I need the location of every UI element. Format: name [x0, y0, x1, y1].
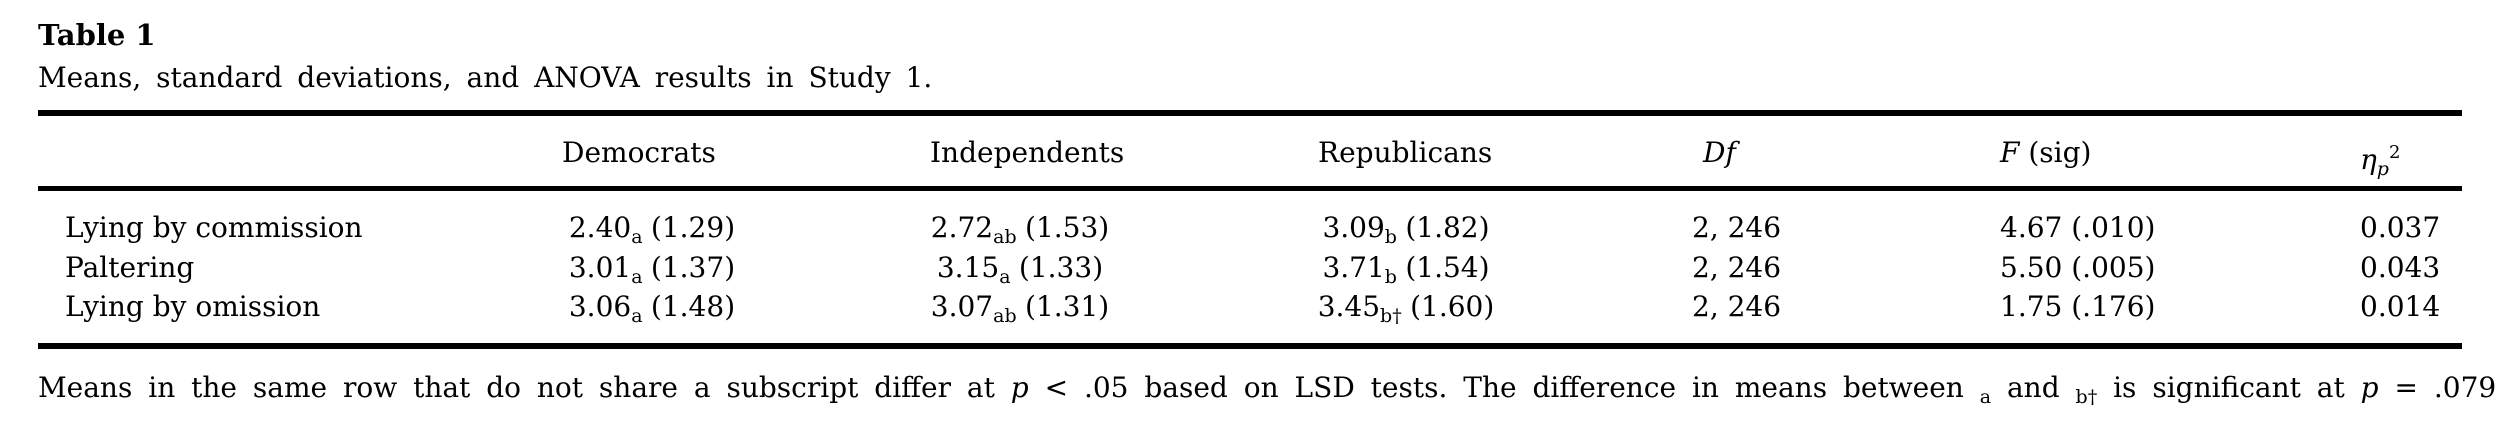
cell-democrats-mean: 3.01a (1.37) [556, 251, 748, 294]
sd-value: (1.33) [1018, 251, 1104, 284]
cell-republicans-mean: 3.45b† (1.60) [1304, 290, 1508, 333]
cell-f-sig: 1.75 (.176) [2000, 290, 2156, 323]
table-rule-top [38, 110, 2462, 116]
cell-f-sig: 5.50 (.005) [2000, 251, 2156, 284]
cell-eta-squared: 0.037 [2360, 211, 2441, 244]
mean-subscript: a [631, 226, 643, 248]
cell-independents-mean: 3.15a (1.33) [924, 251, 1116, 294]
sd-value: (1.31) [1025, 290, 1110, 323]
table-rule-header [38, 186, 2462, 191]
sd-value: (1.53) [1025, 211, 1110, 244]
mean-subscript: a [631, 305, 643, 327]
cell-df: 2, 246 [1692, 211, 1782, 244]
table-number-title: Table 1 [38, 18, 156, 52]
column-header-democrats: Democrats [562, 136, 716, 169]
footnote-subscript-b-dagger: b† [2075, 386, 2098, 408]
sd-value: (1.60) [1410, 290, 1495, 323]
cell-republicans-mean: 3.09b (1.82) [1304, 211, 1508, 254]
cell-eta-squared: 0.014 [2360, 290, 2441, 323]
mean-value: 2.40 [568, 211, 632, 244]
mean-value: 3.15 [936, 251, 1000, 284]
cell-eta-squared: 0.043 [2360, 251, 2441, 284]
footnote-subscript-a: a [1979, 386, 1992, 408]
sd-value: (1.37) [650, 251, 736, 284]
mean-value: 3.09 [1322, 211, 1385, 244]
sd-value: (1.54) [1405, 251, 1490, 284]
mean-subscript: ab [993, 305, 1017, 327]
footnote-text: is significant at [2097, 371, 2361, 404]
column-header-df: Df [1703, 136, 1736, 169]
cell-independents-mean: 3.07ab (1.31) [924, 290, 1116, 333]
cell-f-sig: 4.67 (.010) [2000, 211, 2156, 244]
f-sig-suffix: (sig) [2019, 136, 2092, 169]
cell-df: 2, 246 [1692, 251, 1782, 284]
p-symbol: p [1010, 371, 1029, 404]
cell-democrats-mean: 3.06a (1.48) [556, 290, 748, 333]
eta-symbol: η [2360, 143, 2377, 176]
table-caption: Means, standard deviations, and ANOVA re… [38, 61, 933, 94]
column-header-eta-squared: ηp2 [2360, 136, 2400, 186]
mean-value: 3.01 [568, 251, 632, 284]
sd-value: (1.29) [650, 211, 736, 244]
mean-value: 3.45 [1317, 290, 1381, 323]
column-header-f-sig: F (sig) [2000, 136, 2091, 170]
column-header-independents: Independents [930, 136, 1125, 169]
footnote-text: < .05 based on LSD tests. The difference… [1028, 371, 1980, 404]
cell-df: 2, 246 [1692, 290, 1782, 323]
table-footnote: Means in the same row that do not share … [38, 371, 2496, 414]
mean-subscript: a [631, 266, 643, 288]
row-label-lying-by-commission: Lying by commission [65, 211, 363, 244]
row-label-paltering: Paltering [65, 251, 195, 284]
mean-value: 3.07 [930, 290, 994, 323]
eta-subscript-p: p [2376, 158, 2389, 180]
mean-value: 2.72 [930, 211, 994, 244]
cell-independents-mean: 2.72ab (1.53) [924, 211, 1116, 254]
table-rule-bottom [38, 343, 2462, 349]
mean-value: 3.71 [1322, 251, 1385, 284]
mean-subscript: b [1384, 266, 1397, 288]
footnote-text: = .079. [2378, 371, 2496, 404]
row-label-lying-by-omission: Lying by omission [65, 290, 321, 323]
p-symbol: p [2360, 371, 2379, 404]
mean-subscript: b† [1380, 305, 1402, 327]
f-statistic-symbol: F [2000, 136, 2020, 169]
mean-subscript: ab [993, 226, 1017, 248]
mean-subscript: a [999, 266, 1011, 288]
mean-subscript: b [1384, 226, 1397, 248]
cell-democrats-mean: 2.40a (1.29) [556, 211, 748, 254]
mean-value: 3.06 [568, 290, 632, 323]
sd-value: (1.82) [1405, 211, 1490, 244]
column-header-republicans: Republicans [1318, 136, 1493, 169]
footnote-text: Means in the same row that do not share … [38, 371, 1011, 404]
footnote-text: and [1991, 371, 2076, 404]
sd-value: (1.48) [650, 290, 736, 323]
cell-republicans-mean: 3.71b (1.54) [1304, 251, 1508, 294]
eta-superscript-2: 2 [2388, 142, 2401, 163]
